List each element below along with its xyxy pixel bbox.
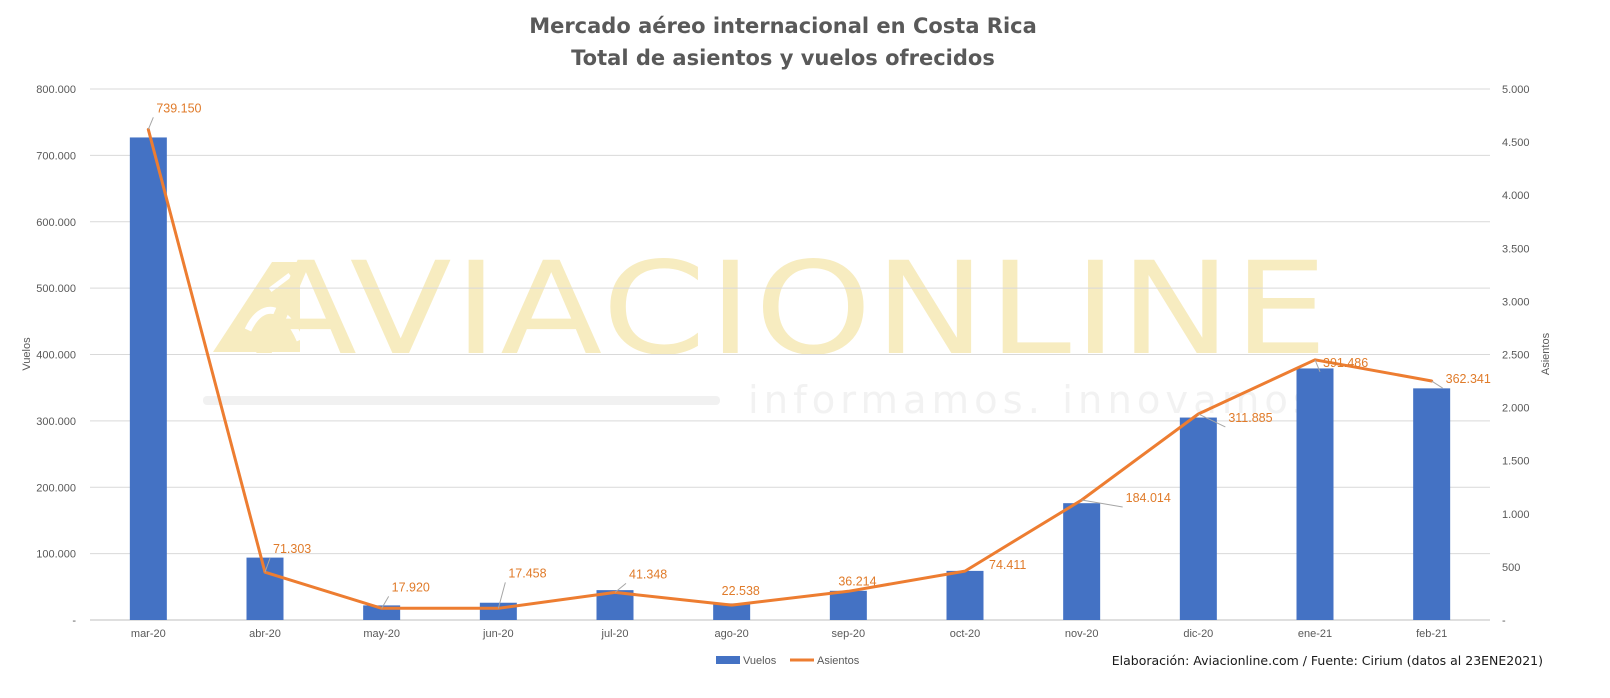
vuelos-bar	[1413, 388, 1451, 620]
vuelos-bar	[1063, 503, 1101, 620]
x-tick-label: ago-20	[715, 628, 749, 640]
chart-title-line-1: Mercado aéreo internacional en Costa Ric…	[529, 14, 1037, 38]
left-tick-label: 200.000	[36, 482, 76, 494]
right-tick-label: 3.000	[1502, 296, 1530, 308]
asientos-data-label: 36.214	[838, 574, 876, 588]
right-tick-label: 1.000	[1502, 509, 1530, 521]
data-label-leader	[497, 582, 506, 609]
x-tick-label: dic-20	[1183, 628, 1213, 640]
right-tick-label: -	[1502, 615, 1506, 627]
legend-vuelos-label: Vuelos	[743, 655, 777, 667]
x-tick-label: jul-20	[601, 628, 629, 640]
left-tick-label: 800.000	[36, 84, 76, 96]
watermark-tagline: informamos. innovamos	[748, 378, 1318, 422]
chart-title-line-2: Total de asientos y vuelos ofrecidos	[571, 46, 995, 70]
asientos-data-label: 391.486	[1323, 356, 1368, 370]
asientos-data-label: 17.458	[508, 566, 546, 580]
asientos-line	[146, 127, 1434, 610]
data-label-leader	[1198, 413, 1226, 428]
data-label-leader	[1081, 499, 1123, 508]
x-tick-label: jun-20	[482, 628, 514, 640]
left-axis-ticks: - 100.000 200.000 300.000 400.000 500.000 600.…	[36, 84, 76, 627]
x-tick-label: oct-20	[950, 628, 981, 640]
x-tick-label: sep-20	[832, 628, 866, 640]
data-labels: 739.150 71.303 17.920 17.458 41.348 22.538 36.…	[147, 101, 1491, 609]
x-tick-label: abr-20	[249, 628, 281, 640]
vuelos-bars	[129, 137, 1451, 621]
asientos-data-label: 311.885	[1228, 411, 1272, 425]
vuelos-bar	[829, 590, 867, 620]
vuelos-bar	[713, 603, 751, 620]
left-tick-label: 100.000	[36, 549, 76, 561]
gridlines	[90, 88, 1490, 621]
vuelos-bar	[1179, 417, 1217, 620]
asientos-data-label: 71.303	[273, 542, 311, 556]
x-tick-label: may-20	[363, 628, 400, 640]
right-tick-label: 2.000	[1502, 403, 1530, 415]
right-tick-label: 2.500	[1502, 350, 1530, 362]
vuelos-bar	[1296, 368, 1334, 620]
left-tick-label: 300.000	[36, 416, 76, 428]
x-tick-label: ene-21	[1298, 628, 1332, 640]
left-tick-label: 700.000	[36, 150, 76, 162]
data-label-leader	[1314, 359, 1321, 373]
left-tick-label: -	[72, 615, 76, 627]
watermark-bar	[203, 396, 720, 405]
legend-asientos-label: Asientos	[817, 655, 860, 667]
x-tick-label: mar-20	[131, 628, 166, 640]
right-tick-label: 4.500	[1502, 137, 1530, 149]
right-axis-title: Asientos	[1540, 332, 1552, 375]
asientos-data-label: 41.348	[629, 567, 667, 581]
x-axis-labels: mar-20 abr-20 may-20 jun-20 jul-20 ago-20 sep-…	[131, 628, 1447, 640]
asientos-data-label: 184.014	[1126, 491, 1171, 505]
asientos-data-label: 739.150	[156, 101, 201, 115]
x-tick-label: feb-21	[1416, 628, 1447, 640]
asientos-data-label: 362.341	[1446, 372, 1491, 386]
watermark: AVIACIONLINE informamos. innovamos	[203, 235, 1330, 422]
source-credit: Elaboración: Aviacionline.com / Fuente: …	[1112, 653, 1543, 668]
right-tick-label: 1.500	[1502, 456, 1530, 468]
left-tick-label: 400.000	[36, 350, 76, 362]
vuelos-bar	[129, 137, 167, 621]
left-axis-title: Vuelos	[21, 337, 33, 371]
legend: Vuelos Asientos	[716, 655, 860, 667]
data-label-leader	[614, 583, 627, 593]
right-tick-label: 4.000	[1502, 190, 1530, 202]
left-tick-label: 600.000	[36, 217, 76, 229]
asientos-data-label: 17.920	[392, 580, 430, 594]
right-tick-label: 500	[1502, 562, 1520, 574]
legend-vuelos-swatch	[716, 656, 740, 664]
data-label-leader	[264, 558, 271, 573]
right-tick-label: 3.500	[1502, 243, 1530, 255]
watermark-logo-icon	[213, 262, 304, 352]
left-tick-label: 500.000	[36, 283, 76, 295]
asientos-data-label: 22.538	[722, 584, 760, 598]
right-axis-ticks: - 500 1.000 1.500 2.000 2.500 3.000 3.500 4.000 4…	[1502, 84, 1530, 627]
data-label-leader	[147, 117, 154, 130]
vuelos-bar	[946, 570, 984, 620]
data-label-leader	[1431, 380, 1443, 389]
right-tick-label: 5.000	[1502, 84, 1530, 96]
watermark-brand: AVIACIONLINE	[255, 235, 1330, 384]
data-label-leader	[381, 596, 390, 609]
asientos-series-line	[146, 127, 1434, 610]
x-tick-label: nov-20	[1065, 628, 1099, 640]
asientos-data-label: 74.411	[989, 558, 1026, 572]
